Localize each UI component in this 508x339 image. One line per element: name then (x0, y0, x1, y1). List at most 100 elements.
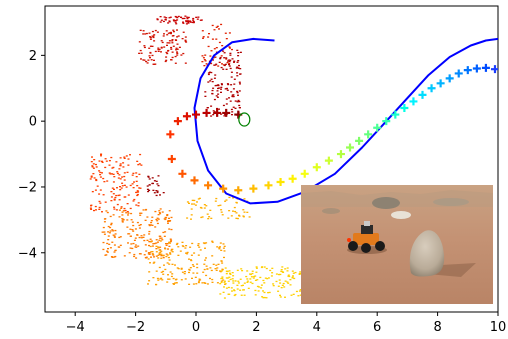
cloud-point (151, 54, 154, 57)
cloud-point (112, 234, 115, 236)
cloud-point (115, 161, 118, 163)
cloud-point (156, 277, 159, 280)
cloud-point (182, 52, 185, 55)
cloud-point (93, 159, 96, 161)
point-cloud (138, 29, 188, 65)
cloud-point (237, 55, 240, 57)
cloud-point (239, 289, 242, 291)
cloud-point (108, 160, 111, 162)
cloud-point (166, 42, 169, 44)
cloud-point (246, 280, 249, 282)
cloud-point (185, 23, 188, 25)
cloud-point (200, 19, 203, 21)
cloud-point (159, 251, 162, 253)
cloud-point (215, 63, 218, 65)
cloud-point (125, 212, 128, 214)
cloud-point (215, 47, 218, 49)
cloud-point (184, 62, 187, 64)
cloud-point (163, 218, 166, 220)
cloud-point (170, 32, 172, 35)
cloud-point (259, 276, 262, 279)
cloud-point (190, 218, 192, 220)
cloud-point (203, 207, 206, 209)
cloud-point (153, 59, 155, 61)
cloud-point (143, 45, 146, 47)
cloud-point (284, 296, 286, 298)
cloud-point (228, 32, 231, 34)
cloud-point (216, 267, 219, 269)
cloud-point (155, 242, 158, 244)
cloud-point (176, 54, 179, 56)
cloud-point (240, 285, 243, 287)
rock (391, 211, 411, 219)
cloud-point (131, 183, 134, 185)
cloud-point (176, 52, 179, 54)
cloud-point (111, 256, 114, 258)
cloud-point (109, 226, 112, 229)
cloud-point (90, 208, 93, 210)
cloud-point (144, 33, 147, 35)
cloud-point (147, 252, 150, 254)
cloud-point (175, 39, 178, 41)
cloud-point (215, 197, 218, 200)
cloud-point (253, 275, 256, 278)
cloud-point (243, 294, 246, 296)
cloud-point (187, 21, 190, 23)
cloud-point (283, 286, 286, 288)
cloud-point (238, 67, 240, 69)
cloud-point (200, 207, 203, 209)
trajectory-marker (409, 97, 418, 106)
cloud-point (166, 44, 168, 46)
cloud-point (220, 249, 223, 251)
cloud-point (174, 21, 177, 23)
cloud-point (203, 65, 206, 67)
cloud-point (174, 15, 177, 18)
cloud-point (118, 199, 121, 201)
cloud-point (114, 249, 117, 252)
cloud-point (197, 244, 200, 247)
cloud-point (286, 281, 289, 283)
cloud-point (211, 241, 214, 243)
cloud-point (107, 235, 110, 237)
cloud-point (109, 173, 112, 175)
cloud-point (154, 226, 157, 228)
cloud-point (121, 220, 124, 222)
x-tick-label: 0 (192, 320, 200, 335)
cloud-point (221, 276, 224, 278)
cloud-point (160, 255, 163, 257)
cloud-point (219, 204, 222, 206)
cloud-point (284, 268, 287, 270)
cloud-point (132, 172, 135, 174)
trajectory-marker (436, 79, 445, 88)
boulder (409, 230, 445, 277)
cloud-point (118, 168, 121, 170)
cloud-point (228, 97, 230, 99)
cloud-point (99, 189, 102, 191)
cloud-point (151, 30, 154, 33)
cloud-point (189, 267, 192, 269)
cloud-point (228, 63, 231, 65)
cloud-point (174, 19, 177, 22)
cloud-point (110, 222, 113, 224)
cloud-point (157, 246, 160, 248)
trajectory-marker (355, 136, 364, 145)
cloud-point (188, 202, 190, 204)
cloud-point (171, 248, 174, 250)
cloud-point (215, 26, 218, 28)
cloud-point (205, 63, 208, 65)
cloud-point (298, 273, 301, 275)
cloud-point (133, 181, 135, 183)
cloud-point (216, 96, 219, 98)
cloud-point (118, 194, 121, 196)
cloud-point (231, 58, 234, 60)
cloud-point (237, 60, 240, 62)
cloud-point (258, 286, 261, 288)
cloud-point (234, 107, 237, 109)
cloud-point (109, 247, 112, 249)
cloud-point (156, 217, 159, 219)
cloud-point (119, 236, 122, 238)
cloud-point (294, 271, 297, 274)
cloud-point (188, 269, 191, 271)
cloud-point (147, 258, 150, 260)
cloud-point (112, 173, 115, 175)
